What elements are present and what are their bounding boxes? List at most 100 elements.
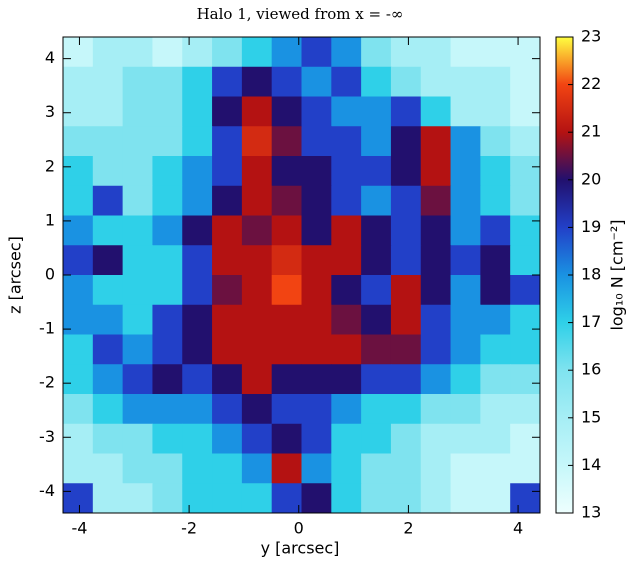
- heatmap-cell: [271, 156, 302, 187]
- heatmap-cell: [331, 126, 362, 157]
- heatmap-cell: [390, 156, 422, 187]
- heatmap-cell: [241, 304, 273, 335]
- heatmap-cell: [331, 37, 362, 68]
- heatmap-cell: [241, 126, 273, 157]
- heatmap-cell: [331, 275, 362, 306]
- heatmap-cell: [271, 245, 302, 276]
- heatmap-cell: [420, 215, 452, 246]
- heatmap-cell: [92, 364, 124, 395]
- heatmap-cell: [450, 96, 481, 127]
- heatmap-cell: [241, 275, 273, 306]
- heatmap-cell: [152, 394, 183, 425]
- y-axis-label: z [arcsec]: [6, 236, 25, 314]
- heatmap-cell: [450, 156, 481, 187]
- heatmap-cell: [152, 156, 183, 187]
- heatmap-cell: [152, 334, 183, 365]
- heatmap-cell: [241, 245, 273, 276]
- heatmap-cell: [92, 334, 124, 365]
- heatmap-cell: [182, 66, 213, 97]
- heatmap-cell: [390, 483, 422, 514]
- heatmap-cell: [390, 394, 422, 425]
- heatmap-cell: [420, 245, 452, 276]
- heatmap-cell: [301, 66, 332, 97]
- heatmap-cell: [361, 334, 392, 365]
- heatmap-cell: [301, 304, 332, 335]
- heatmap-cell: [92, 96, 124, 127]
- heatmap-cell: [510, 334, 541, 365]
- heatmap-cell: [92, 483, 124, 514]
- heatmap-cell: [450, 275, 481, 306]
- heatmap-cell: [271, 37, 302, 68]
- heatmap-cell: [92, 215, 124, 246]
- colorbar-tick-label: 13: [581, 503, 601, 522]
- heatmap-cell: [152, 364, 183, 395]
- heatmap-cell: [182, 423, 213, 454]
- heatmap-cell: [63, 245, 94, 276]
- heatmap-cell: [212, 215, 243, 246]
- heatmap-cell: [63, 126, 94, 157]
- heatmap-cell: [390, 453, 422, 484]
- heatmap-cell: [241, 334, 273, 365]
- heatmap-cell: [152, 453, 183, 484]
- heatmap-cell: [271, 394, 302, 425]
- heatmap-cell: [420, 37, 452, 68]
- heatmap-cell: [361, 96, 392, 127]
- heatmap-cell: [212, 364, 243, 395]
- y-tick-label: -2: [39, 373, 55, 392]
- heatmap-cell: [122, 364, 153, 395]
- heatmap-cell: [331, 66, 362, 97]
- heatmap-cell: [510, 364, 541, 395]
- heatmap-cell: [152, 126, 183, 157]
- heatmap-cell: [331, 334, 362, 365]
- heatmap-cell: [420, 185, 452, 216]
- heatmap-cell: [152, 96, 183, 127]
- heatmap-cell: [63, 156, 94, 187]
- heatmap-cell: [390, 185, 422, 216]
- heatmap-cell: [122, 126, 153, 157]
- heatmap-cell: [92, 37, 124, 68]
- heatmap-cell: [480, 66, 511, 97]
- x-tick-label: -2: [181, 519, 197, 538]
- heatmap-cell: [510, 37, 541, 68]
- heatmap-cell: [63, 364, 94, 395]
- heatmap-cell: [92, 185, 124, 216]
- heatmap-cell: [63, 453, 94, 484]
- heatmap-cell: [63, 275, 94, 306]
- heatmap-cell: [212, 275, 243, 306]
- heatmap-cell: [122, 334, 153, 365]
- heatmap-cell: [212, 423, 243, 454]
- heatmap-cell: [63, 215, 94, 246]
- heatmap-cell: [361, 245, 392, 276]
- heatmap-cell: [361, 37, 392, 68]
- heatmap-cell: [63, 423, 94, 454]
- heatmap-cell: [63, 334, 94, 365]
- heatmap-cell: [122, 275, 153, 306]
- heatmap-cell: [122, 394, 153, 425]
- x-axis-label: y [arcsec]: [261, 539, 340, 558]
- heatmap-cell: [331, 185, 362, 216]
- heatmap-cell: [241, 66, 273, 97]
- y-tick-label: -4: [39, 481, 55, 500]
- heatmap-cell: [212, 66, 243, 97]
- heatmap-cell: [361, 364, 392, 395]
- heatmap-cell: [241, 37, 273, 68]
- heatmap-cell: [271, 185, 302, 216]
- heatmap-cell: [271, 483, 302, 514]
- heatmap-cell: [390, 275, 422, 306]
- heatmap-cell: [212, 483, 243, 514]
- heatmap-cell: [241, 423, 273, 454]
- heatmap-cell: [331, 483, 362, 514]
- heatmap-cell: [480, 334, 511, 365]
- heatmap-cell: [361, 394, 392, 425]
- heatmap-cell: [92, 453, 124, 484]
- heatmap-cell: [212, 126, 243, 157]
- heatmap-cell: [301, 453, 332, 484]
- heatmap-cell: [450, 304, 481, 335]
- heatmap-cell: [92, 423, 124, 454]
- heatmap-cell: [92, 304, 124, 335]
- heatmap-cell: [122, 66, 153, 97]
- heatmap-cell: [212, 37, 243, 68]
- heatmap-cell: [331, 364, 362, 395]
- heatmap-cell: [122, 483, 153, 514]
- heatmap-cell: [420, 334, 452, 365]
